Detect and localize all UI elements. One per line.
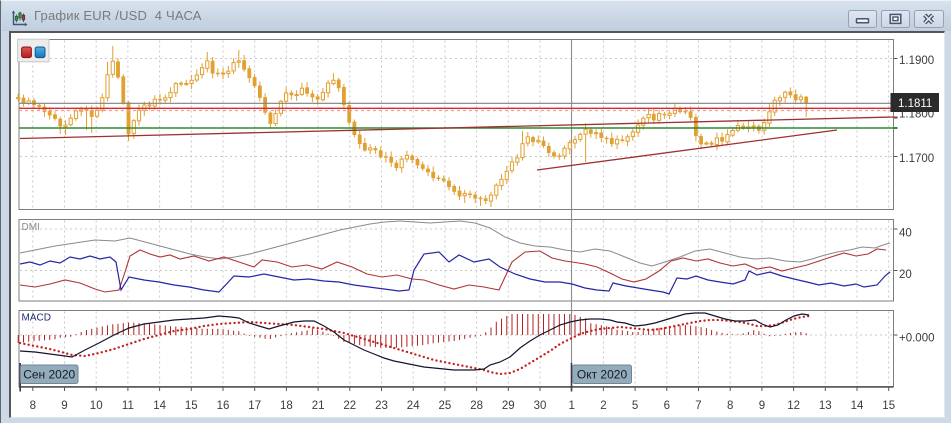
svg-text:10: 10 bbox=[90, 400, 103, 412]
svg-text:9: 9 bbox=[61, 400, 67, 412]
svg-text:15: 15 bbox=[882, 400, 895, 412]
svg-text:5: 5 bbox=[632, 400, 638, 412]
svg-text:1: 1 bbox=[568, 400, 574, 412]
svg-text:8: 8 bbox=[30, 400, 36, 412]
svg-text:17: 17 bbox=[248, 400, 261, 412]
svg-text:7: 7 bbox=[695, 400, 701, 412]
svg-text:1.1811: 1.1811 bbox=[898, 98, 932, 110]
svg-text:MACD: MACD bbox=[22, 313, 51, 324]
svg-text:24: 24 bbox=[407, 400, 420, 412]
svg-text:DMI: DMI bbox=[22, 222, 40, 233]
svg-text:40: 40 bbox=[899, 228, 912, 240]
svg-text:1.1900: 1.1900 bbox=[899, 55, 934, 67]
svg-text:28: 28 bbox=[470, 400, 483, 412]
svg-text:Сен 2020: Сен 2020 bbox=[23, 368, 75, 382]
svg-text:+0.000: +0.000 bbox=[899, 333, 935, 345]
svg-text:15: 15 bbox=[185, 400, 198, 412]
svg-text:13: 13 bbox=[819, 400, 832, 412]
svg-text:Окт 2020: Окт 2020 bbox=[577, 368, 628, 382]
svg-text:11: 11 bbox=[122, 400, 134, 412]
svg-text:21: 21 bbox=[312, 400, 325, 412]
svg-text:20: 20 bbox=[899, 269, 912, 281]
svg-text:2: 2 bbox=[600, 400, 606, 412]
svg-text:16: 16 bbox=[217, 400, 230, 412]
svg-text:1.1700: 1.1700 bbox=[899, 153, 934, 165]
svg-text:6: 6 bbox=[664, 400, 670, 412]
svg-text:14: 14 bbox=[851, 400, 864, 412]
svg-text:18: 18 bbox=[280, 400, 293, 412]
svg-text:25: 25 bbox=[439, 400, 452, 412]
svg-text:14: 14 bbox=[153, 400, 166, 412]
svg-text:23: 23 bbox=[375, 400, 388, 412]
svg-text:29: 29 bbox=[502, 400, 515, 412]
svg-text:9: 9 bbox=[759, 400, 765, 412]
svg-text:12: 12 bbox=[787, 400, 800, 412]
svg-text:22: 22 bbox=[343, 400, 356, 412]
svg-text:30: 30 bbox=[534, 400, 547, 412]
svg-text:8: 8 bbox=[727, 400, 733, 412]
